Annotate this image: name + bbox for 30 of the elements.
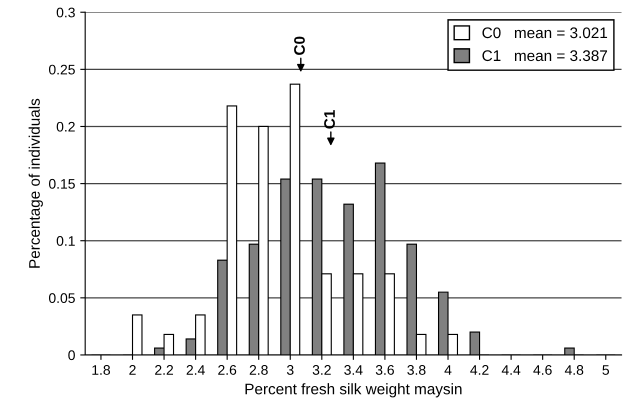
y-tick-label: 0.3	[56, 8, 75, 18]
y-tick-label: 0.25	[48, 64, 75, 75]
x-tick-label: 4.4	[502, 365, 520, 375]
x-tick-label: 4	[444, 365, 452, 375]
x-tick-label: 2.2	[155, 365, 174, 375]
annotation: C1	[324, 110, 335, 129]
annotation: C0	[294, 36, 305, 55]
y-tick-label: 0.2	[56, 122, 75, 132]
x-tick-label: 2	[129, 365, 136, 375]
x-tick-label: 4.6	[533, 365, 552, 375]
y-tick-label: 0	[68, 350, 75, 360]
x-tick-label: 4.8	[564, 365, 584, 375]
x-tick-label: 3.2	[312, 365, 331, 375]
legend-label: C0 mean = 3.021	[482, 27, 608, 38]
x-tick-label: 4.2	[470, 365, 489, 375]
x-axis-title: Percent fresh silk weight maysin	[246, 383, 462, 398]
x-tick-label: 2.4	[186, 365, 205, 375]
y-tick-label: 0.15	[48, 178, 75, 189]
y-axis-title: Percentage of individuals	[28, 98, 43, 268]
legend-label: C1 mean = 3.387	[482, 50, 608, 62]
x-tick-label: 3.4	[344, 365, 363, 375]
x-tick-label: 3.6	[376, 365, 394, 375]
y-tick-label: 0.1	[56, 236, 75, 246]
x-tick-label: 2.6	[218, 365, 236, 375]
x-tick-label: 5	[602, 365, 610, 375]
x-tick-label: 2.8	[250, 365, 268, 375]
x-tick-label: 1.8	[92, 365, 110, 375]
y-tick-label: 0.05	[48, 293, 75, 304]
x-tick-label: 3	[286, 365, 294, 375]
x-tick-label: 3.8	[407, 365, 426, 375]
